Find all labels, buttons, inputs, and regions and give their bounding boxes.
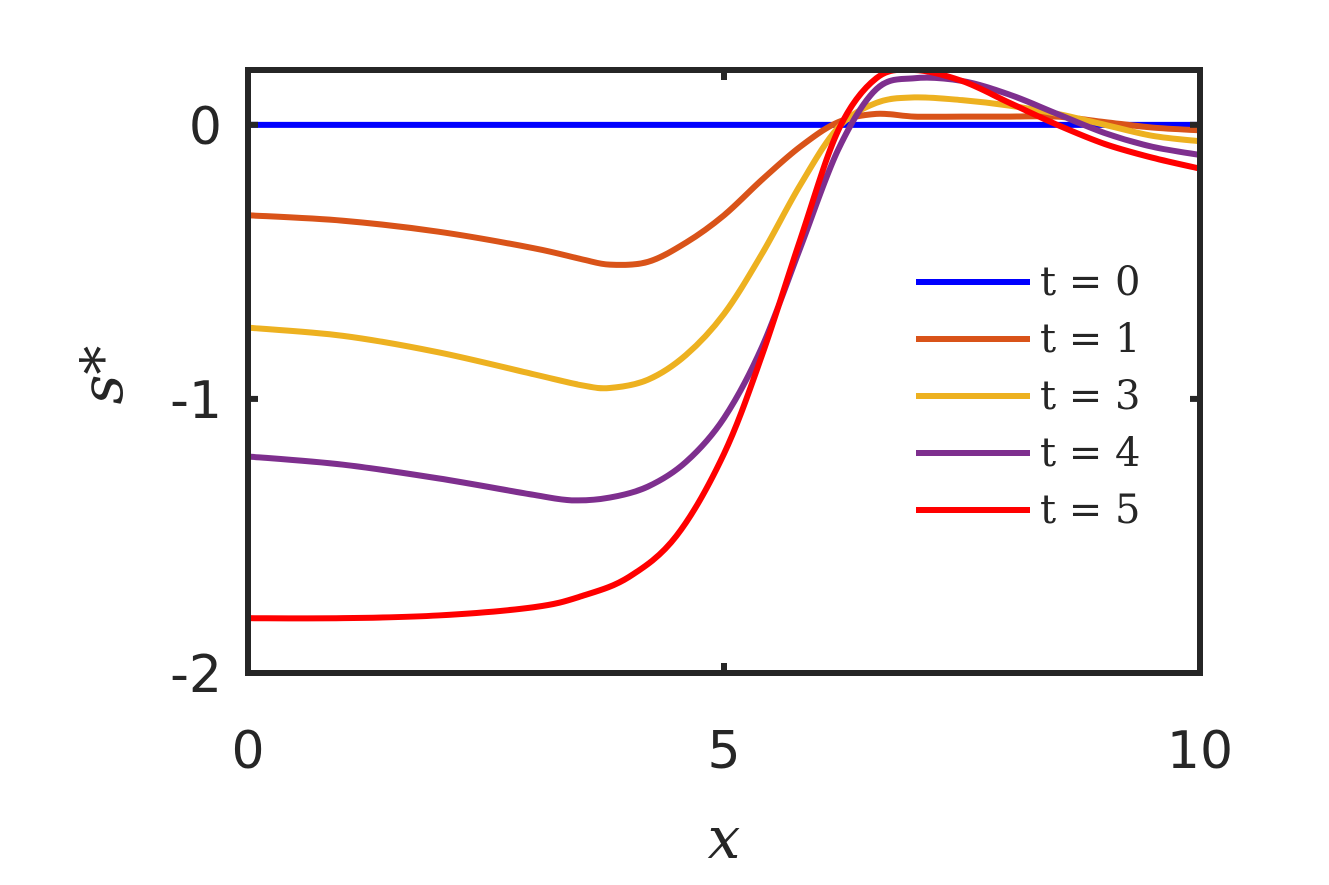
legend-label-4: t = 5 — [1040, 487, 1140, 533]
legend: t = 0 t = 1 t = 3 t = 4 t = 5 — [916, 259, 1140, 533]
ticks-layer — [245, 70, 1203, 676]
y-tick-label-2: -2 — [170, 645, 222, 705]
x-tick-label-1: 5 — [707, 721, 740, 781]
y-tick-label-1: -1 — [170, 371, 222, 431]
legend-label-1: t = 1 — [1040, 316, 1140, 362]
legend-label-0: t = 0 — [1040, 259, 1140, 305]
series-layer — [248, 70, 1200, 622]
series-line-1 — [248, 110, 1200, 268]
y-tick-label-0: 0 — [189, 97, 222, 157]
x-tick-label-0: 0 — [231, 721, 264, 781]
y-axis-label: s* — [68, 346, 136, 405]
legend-label-2: t = 3 — [1040, 373, 1140, 419]
x-axis-label: x — [708, 804, 741, 872]
series-line-4 — [248, 70, 1200, 622]
legend-label-3: t = 4 — [1040, 430, 1140, 476]
tick-labels: 0 5 10 0 -1 -2 — [170, 97, 1233, 781]
x-tick-label-2: 10 — [1167, 721, 1233, 781]
